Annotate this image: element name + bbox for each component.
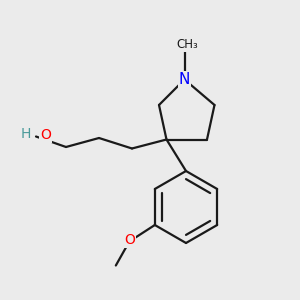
Text: H: H bbox=[20, 127, 31, 141]
Text: N: N bbox=[179, 72, 190, 87]
Text: O: O bbox=[40, 128, 51, 142]
Text: O: O bbox=[124, 233, 135, 247]
Text: CH₃: CH₃ bbox=[177, 38, 198, 51]
